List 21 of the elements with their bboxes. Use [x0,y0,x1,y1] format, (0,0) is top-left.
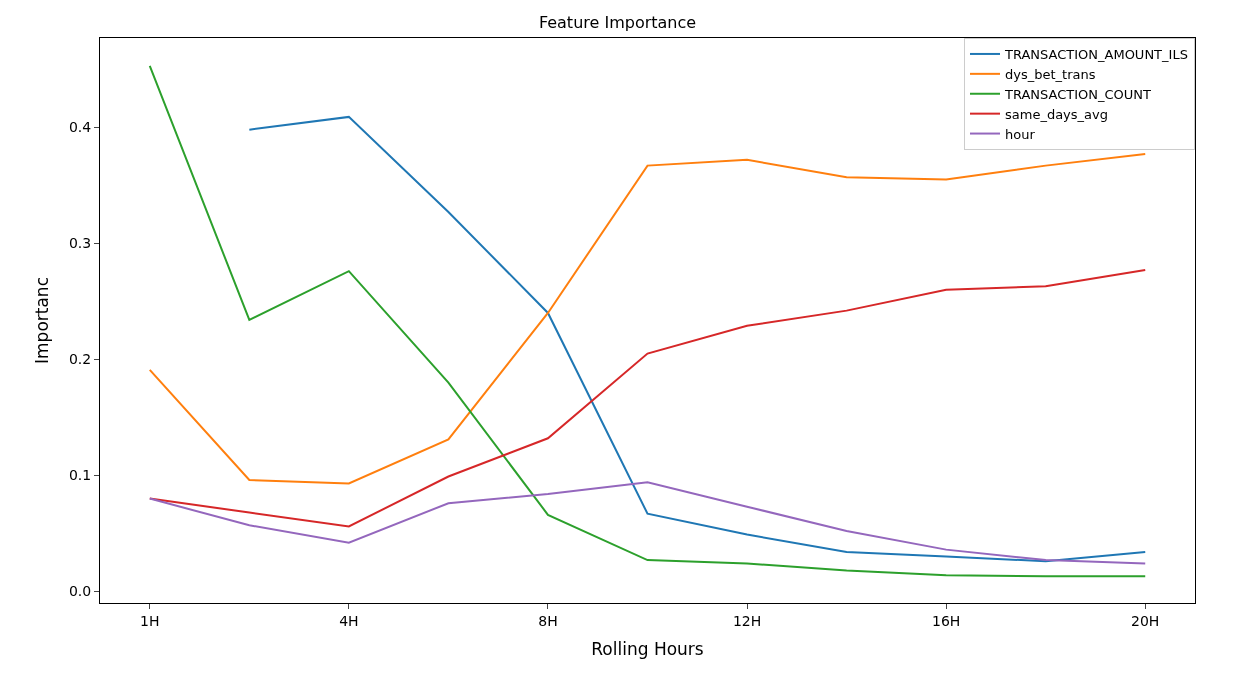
line-series [148,153,1147,485]
chart-title: Feature Importance [538,13,697,33]
y-tick-label: 0.1 [68,467,92,484]
y-tick-label: 0.2 [68,351,92,368]
y-tick-label: 0.4 [68,119,92,136]
y-axis-title: Importanc [32,277,53,364]
line-series [148,481,1147,565]
x-tick-label: 8H [538,612,558,629]
y-tick-label: 0.0 [68,583,92,600]
x-axis-title: Rolling Hours [591,639,704,660]
legend-label: TRANSACTION_AMOUNT_ILS [1004,47,1188,63]
legend-label: TRANSACTION_COUNT [1004,86,1152,102]
x-tick-label: 4H [339,612,359,629]
legend-label: hour [1005,126,1036,142]
legend-label: dys_bet_trans [1005,66,1096,82]
x-tick-label: 20H [1131,612,1160,629]
x-tick-label: 16H [931,612,961,629]
y-tick-label: 0.3 [68,235,92,252]
x-tick-label: 1H [140,612,160,629]
legend-label: same_days_avg [1005,106,1108,122]
x-tick-label: 12H [732,612,762,629]
